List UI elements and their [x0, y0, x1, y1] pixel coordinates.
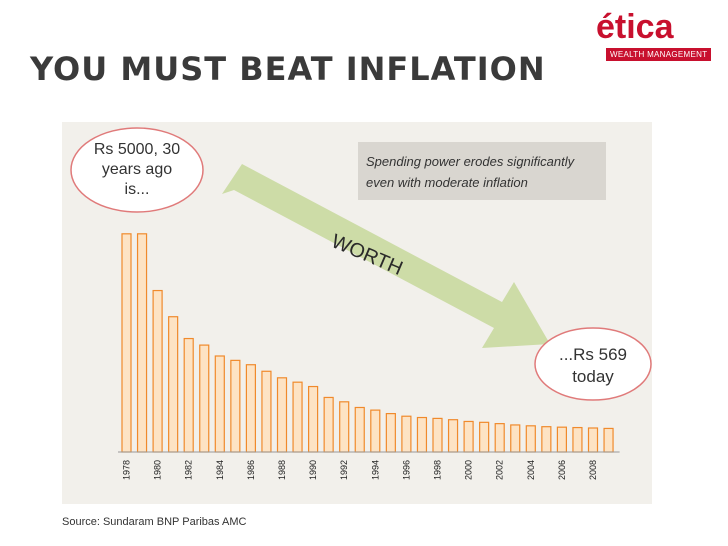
bar-1995	[385, 413, 396, 453]
start-callout-line-1: years ago	[102, 161, 172, 178]
note-box	[358, 142, 606, 200]
tick-label-1980: 1980	[153, 460, 163, 480]
tick-label-2002: 2002	[495, 460, 505, 480]
tick-label-1992: 1992	[339, 460, 349, 480]
bar-1989	[292, 381, 303, 453]
logo-tagline: WEALTH MANAGEMENT	[606, 48, 712, 61]
bar-1986	[245, 364, 256, 453]
start-callout-line-0: Rs 5000, 30	[94, 141, 180, 158]
start-callout-circle	[70, 127, 204, 213]
tick-label-1988: 1988	[277, 460, 287, 480]
tick-label-1996: 1996	[401, 460, 411, 480]
tick-label-1994: 1994	[370, 460, 380, 480]
bar-1981	[168, 316, 179, 453]
bar-1980	[152, 289, 163, 453]
bar-2005	[541, 426, 552, 453]
source-note: Source: Sundaram BNP Paribas AMC	[62, 516, 247, 528]
tick-label-2006: 2006	[557, 460, 567, 480]
bar-2004	[525, 425, 536, 453]
bar-2001	[479, 421, 490, 453]
bar-1999	[447, 419, 459, 453]
bar-2000	[463, 420, 474, 453]
tick-label-1986: 1986	[246, 460, 256, 480]
logo-brand: ética	[596, 8, 674, 46]
bar-2007	[572, 426, 583, 453]
bar-1982	[183, 337, 194, 453]
bar-1996	[401, 415, 412, 453]
tick-label-1990: 1990	[308, 460, 318, 480]
tick-label-2004: 2004	[526, 460, 536, 480]
bar-1985	[230, 359, 241, 453]
bar-1984	[214, 355, 225, 453]
bar-1997	[416, 416, 428, 453]
note-line-1: even with moderate inflation	[366, 175, 528, 190]
tick-label-1984: 1984	[215, 460, 225, 480]
bar-2006	[556, 426, 567, 453]
end-callout-line-0: ...Rs 569	[559, 345, 627, 364]
chart-panel: WORTH 1978 1980 1982 1984 1986 1988 1990 1992 199…	[62, 122, 652, 504]
bar-1979	[136, 233, 148, 453]
bar-1988	[276, 377, 288, 453]
tick-label-1982: 1982	[184, 460, 194, 480]
etica-logo: ética WEALTH MANAGEMENT	[596, 8, 720, 66]
bar-1998	[432, 417, 443, 453]
bar-1992	[339, 401, 350, 453]
bar-2002	[494, 423, 505, 453]
start-callout-line-2: is...	[125, 181, 150, 198]
bar-2003	[510, 424, 521, 453]
end-callout-circle	[534, 327, 652, 401]
note-line-0: Spending power erodes significantly	[366, 154, 576, 169]
bar-1991	[323, 396, 334, 453]
tick-label-2000: 2000	[464, 460, 474, 480]
end-callout-line-1: today	[572, 367, 614, 386]
tick-label-1978: 1978	[122, 460, 132, 480]
bar-1994	[370, 409, 381, 453]
tick-label-2008: 2008	[588, 460, 598, 480]
bar-1990	[308, 385, 319, 453]
bar-1978	[121, 233, 132, 453]
worth-arrow	[222, 164, 550, 348]
bar-1993	[354, 406, 365, 453]
bar-2009	[603, 427, 614, 453]
bar-2008	[587, 427, 599, 453]
bar-1983	[199, 344, 210, 453]
slide-title: YOU MUST BEAT INFLATION	[30, 50, 546, 88]
bar-1987	[261, 370, 272, 453]
tick-label-1998: 1998	[433, 460, 443, 480]
